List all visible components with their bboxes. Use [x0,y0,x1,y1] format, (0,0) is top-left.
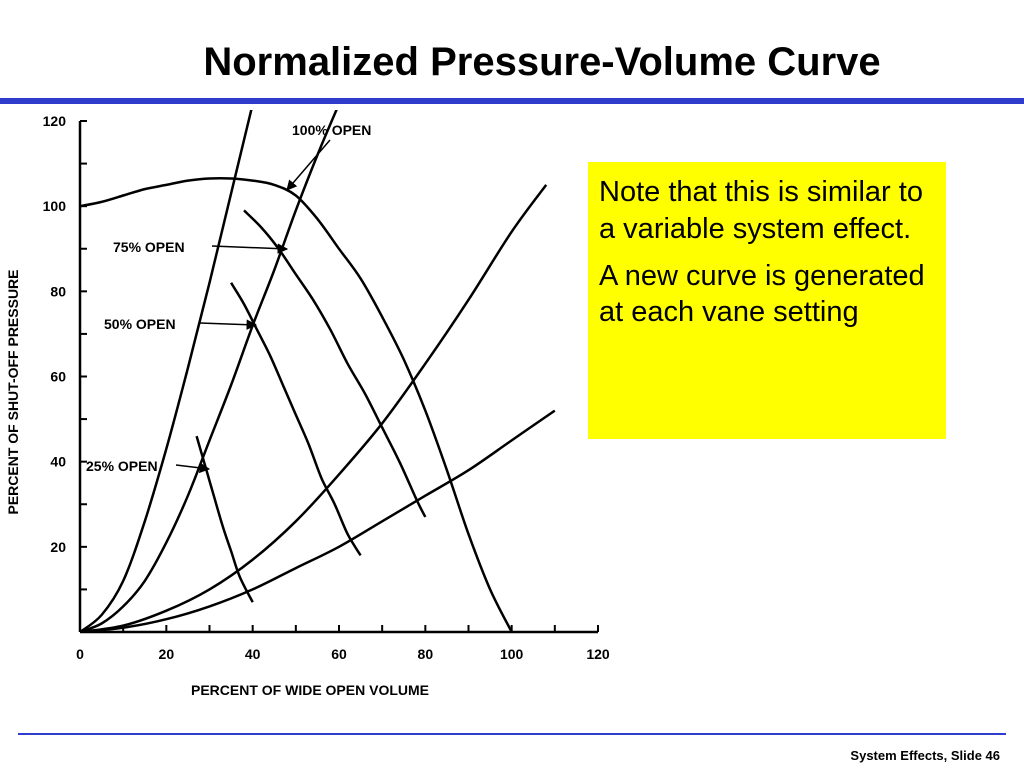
annotation-50pct-open: 50% OPEN [104,316,176,332]
title-divider [0,98,1024,104]
curve-system-curve-5 [79,184,548,632]
annotation-arrow-100pct-open [286,139,331,191]
curve-50pct-open [230,282,362,557]
curve-system-curve-7 [79,110,253,632]
x-axis-title: PERCENT OF WIDE OPEN VOLUME [191,682,429,698]
note-paragraph-1: Note that this is similar to a variable … [599,176,923,245]
annotation-arrow-75pct-open [211,243,289,254]
annotation-arrow-25pct-open [175,462,211,474]
slide-footer: System Effects, Slide 46 [850,748,1000,763]
footer-divider [18,733,1006,735]
y-tick-label-20: 20 [50,539,66,555]
curve-25pct-open [195,435,254,603]
slide-title: Normalized Pressure-Volume Curve [203,40,881,84]
y-tick-label-80: 80 [50,283,66,299]
note-box: Note that this is similar to a variable … [588,162,946,439]
curve-75pct-open [243,209,427,518]
y-tick-label-100: 100 [43,198,67,214]
x-tick-label-120: 120 [586,646,610,662]
annotation-25pct-open: 25% OPEN [86,458,158,474]
annotation-75pct-open: 75% OPEN [113,239,185,255]
x-tick-label-80: 80 [418,646,434,662]
curve-system-curve-6 [79,409,556,632]
x-tick-label-0: 0 [76,646,84,662]
note-paragraph-2: A new curve is generated at each vane se… [599,259,925,329]
x-tick-label-40: 40 [245,646,261,662]
y-tick-label-40: 40 [50,454,66,470]
chart-annotations: 100% OPEN 75% OPEN 50% OPEN 25% OPEN [86,122,371,474]
y-tick-label-60: 60 [50,369,66,385]
chart-axes: 0 20 40 60 80 100 120 20 40 60 80 100 120 PERCENT OF … [5,113,610,698]
x-tick-label-20: 20 [159,646,175,662]
y-axis-title: PERCENT OF SHUT-OFF PRESSURE [5,269,21,514]
curve-system-curve-4 [79,110,338,632]
annotation-arrow-50pct-open [199,319,258,330]
chart-curves [79,110,556,632]
x-tick-label-100: 100 [500,646,524,662]
curve-100pct-open [79,176,513,632]
x-tick-label-60: 60 [331,646,347,662]
pressure-volume-chart: 0 20 40 60 80 100 120 20 40 60 80 100 120 PERCENT OF … [5,110,610,698]
y-tick-label-120: 120 [43,113,67,129]
annotation-100pct-open: 100% OPEN [292,122,371,138]
